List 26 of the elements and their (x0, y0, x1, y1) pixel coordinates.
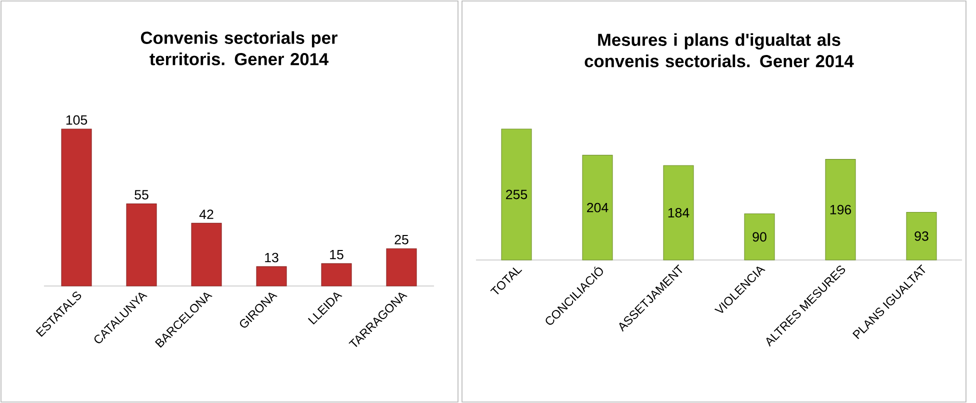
data-label: 90 (752, 232, 766, 242)
data-label: 93 (914, 231, 928, 241)
data-label: 105 (66, 115, 88, 125)
bar (663, 165, 694, 260)
bar (825, 159, 856, 260)
chart-title: Convenis sectorials per territoris. Gener 2014 (140, 31, 338, 66)
data-label: 15 (330, 250, 344, 260)
data-label: 196 (830, 204, 852, 214)
data-label: 255 (506, 190, 528, 200)
data-label: 184 (668, 208, 690, 218)
chart-title: Mesures i plans d'igualtat als convenis sectorials. Gener 2014 (584, 33, 854, 68)
bar (191, 222, 222, 286)
bar (744, 213, 775, 260)
data-label: 13 (265, 252, 278, 262)
bar (126, 203, 157, 286)
bar (61, 128, 92, 286)
bar (501, 128, 532, 260)
bar (256, 266, 287, 286)
data-label: 42 (199, 210, 214, 219)
bar (906, 212, 937, 260)
bar (386, 248, 417, 286)
data-label: 204 (587, 202, 608, 212)
bar (582, 154, 613, 260)
data-label: 55 (134, 190, 148, 200)
bar (321, 263, 352, 286)
data-label: 25 (394, 234, 408, 244)
